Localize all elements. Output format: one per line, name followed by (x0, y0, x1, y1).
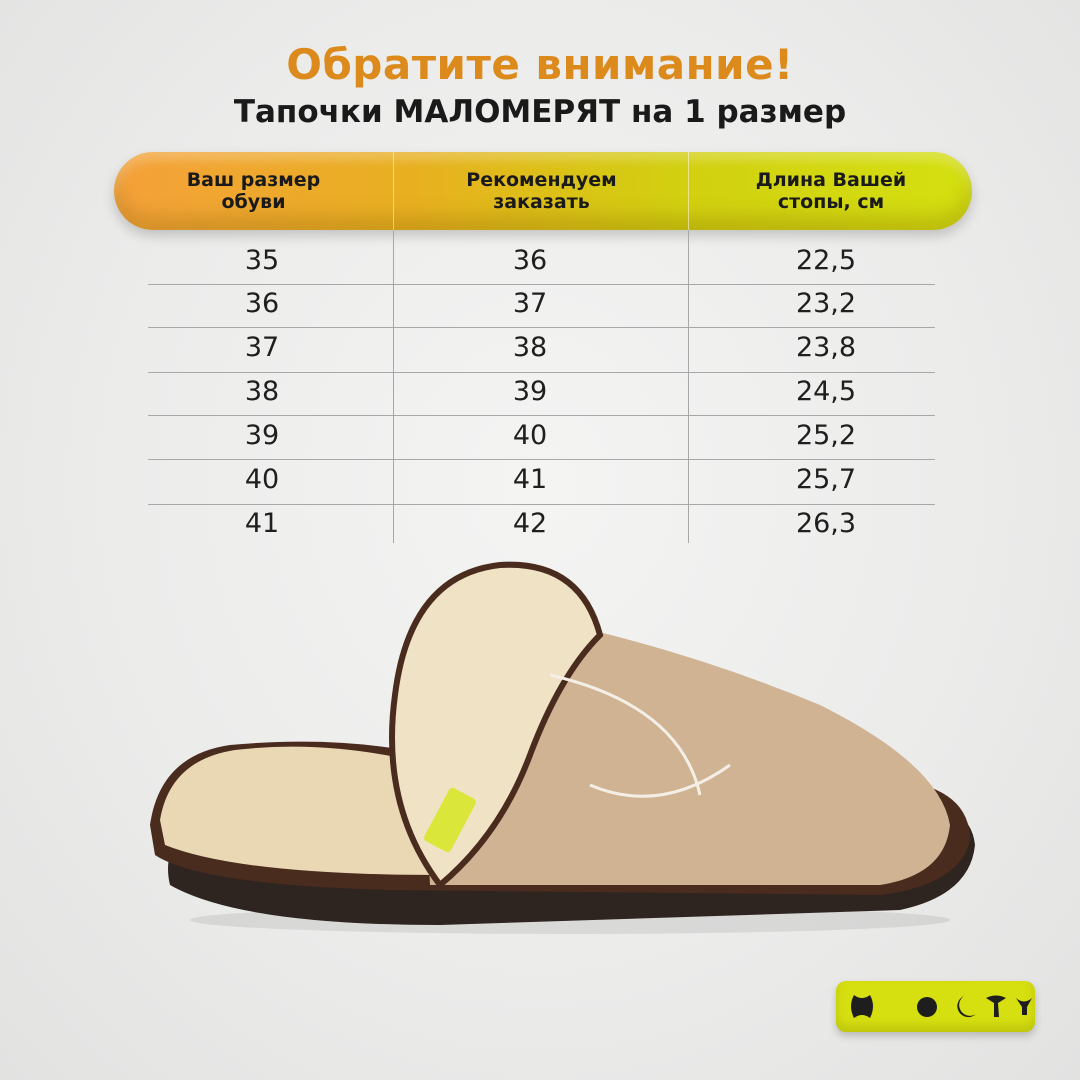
column-header-foot-length: Длина Вашей стопы, см (688, 152, 973, 230)
brand-logo (836, 981, 1035, 1032)
cell-foot-length: 26,3 (795, 508, 857, 539)
page-title: Обратите внимание! (286, 40, 794, 89)
brand-tag (424, 787, 476, 853)
table-header: Ваш размер обуви Рекомендуем заказать Дл… (114, 152, 972, 230)
column-divider (688, 230, 689, 543)
cell-foot-length: 23,8 (795, 332, 857, 363)
cell-foot-length: 25,2 (795, 420, 857, 451)
cell-recommended-size: 40 (512, 420, 548, 451)
cell-foot-length: 24,5 (795, 376, 857, 407)
cell-your-size: 39 (244, 420, 280, 451)
embroidery (549, 673, 731, 798)
fur-lining (160, 746, 440, 875)
column-header-recommended: Рекомендуем заказать (393, 152, 689, 230)
row-divider (148, 504, 935, 505)
page-subtitle: Тапочки МАЛОМЕРЯТ на 1 размер (233, 94, 847, 130)
row-divider (148, 372, 935, 373)
slipper-photo (150, 561, 975, 934)
brand-logo-icon (851, 995, 1032, 1018)
cell-your-size: 36 (244, 288, 280, 319)
cell-your-size: 37 (244, 332, 280, 363)
column-divider (393, 230, 394, 543)
cell-recommended-size: 36 (512, 245, 548, 276)
row-divider (148, 284, 935, 285)
cell-your-size: 40 (244, 464, 280, 495)
row-divider (148, 415, 935, 416)
cell-recommended-size: 42 (512, 508, 548, 539)
cell-recommended-size: 38 (512, 332, 548, 363)
cell-foot-length: 25,7 (795, 464, 857, 495)
cell-your-size: 35 (244, 245, 280, 276)
cell-foot-length: 22,5 (795, 245, 857, 276)
cell-your-size: 38 (244, 376, 280, 407)
column-header-your-size: Ваш размер обуви (186, 169, 321, 213)
cell-your-size: 41 (244, 508, 280, 539)
row-divider (148, 327, 935, 328)
cell-recommended-size: 41 (512, 464, 548, 495)
cell-recommended-size: 39 (512, 376, 548, 407)
cell-recommended-size: 37 (512, 288, 548, 319)
cell-foot-length: 23,2 (795, 288, 857, 319)
row-divider (148, 459, 935, 460)
